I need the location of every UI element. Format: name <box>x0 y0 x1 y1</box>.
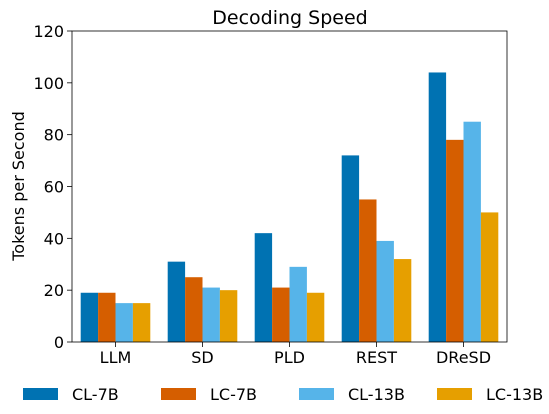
y-tick-label: 60 <box>44 178 64 197</box>
bar-cl-7b-sd <box>167 261 186 342</box>
bar-cl-7b-dresd <box>428 72 447 342</box>
bar-lc-7b-dresd <box>446 139 464 342</box>
y-tick-label: 20 <box>44 281 64 300</box>
legend: CL-7B LC-7B CL-13B LC-13B <box>23 385 543 404</box>
y-tick-label: 0 <box>54 333 64 352</box>
bar-lc-13b-rest <box>393 259 412 342</box>
x-tick-label: REST <box>356 348 397 367</box>
legend-item-cl-13b: CL-13B <box>299 385 405 404</box>
x-tick-label: DReSD <box>436 348 491 367</box>
bar-lc-7b-llm <box>98 292 116 342</box>
bar-lc-7b-sd <box>185 277 203 342</box>
legend-item-cl-7b: CL-7B <box>23 385 119 404</box>
chart-title: Decoding Speed <box>212 7 367 29</box>
legend-swatch <box>23 388 58 400</box>
legend-swatch <box>161 388 196 400</box>
legend-label: CL-7B <box>72 385 119 404</box>
bar-lc-7b-rest <box>359 199 377 342</box>
bar-cl-13b-llm <box>115 303 133 342</box>
plot-frame <box>71 30 508 343</box>
y-tick-label: 100 <box>33 74 64 93</box>
y-axis-ticks: 0 20 40 60 80 100 120 <box>33 22 72 352</box>
bar-series <box>80 72 499 342</box>
bar-cl-7b-llm <box>80 292 99 342</box>
bar-lc-13b-sd <box>219 290 238 342</box>
bar-cl-7b-pld <box>254 233 273 342</box>
legend-label: LC-13B <box>486 385 543 404</box>
y-tick-label: 40 <box>44 229 64 248</box>
bar-lc-7b-pld <box>272 287 290 342</box>
x-tick-label: SD <box>191 348 213 367</box>
bar-cl-13b-sd <box>202 287 220 342</box>
bar-lc-13b-llm <box>132 303 151 342</box>
y-tick-label: 80 <box>44 126 64 145</box>
bar-cl-13b-rest <box>376 240 394 342</box>
x-tick-label: PLD <box>274 348 305 367</box>
bar-lc-13b-dresd <box>480 212 499 342</box>
y-axis-label: Tokens per Second <box>9 111 28 262</box>
legend-label: CL-13B <box>348 385 405 404</box>
legend-swatch <box>299 388 334 400</box>
x-tick-label: LLM <box>100 348 132 367</box>
legend-item-lc-7b: LC-7B <box>161 385 257 404</box>
bar-cl-7b-rest <box>341 155 360 342</box>
x-axis-ticks: LLM SD PLD REST DReSD <box>100 342 491 367</box>
bar-cl-13b-dresd <box>463 121 481 342</box>
y-tick-label: 120 <box>33 22 64 41</box>
legend-item-lc-13b: LC-13B <box>437 385 543 404</box>
bar-lc-13b-pld <box>306 292 325 342</box>
bar-cl-13b-pld <box>289 266 307 342</box>
legend-swatch <box>437 388 472 400</box>
legend-label: LC-7B <box>210 385 257 404</box>
